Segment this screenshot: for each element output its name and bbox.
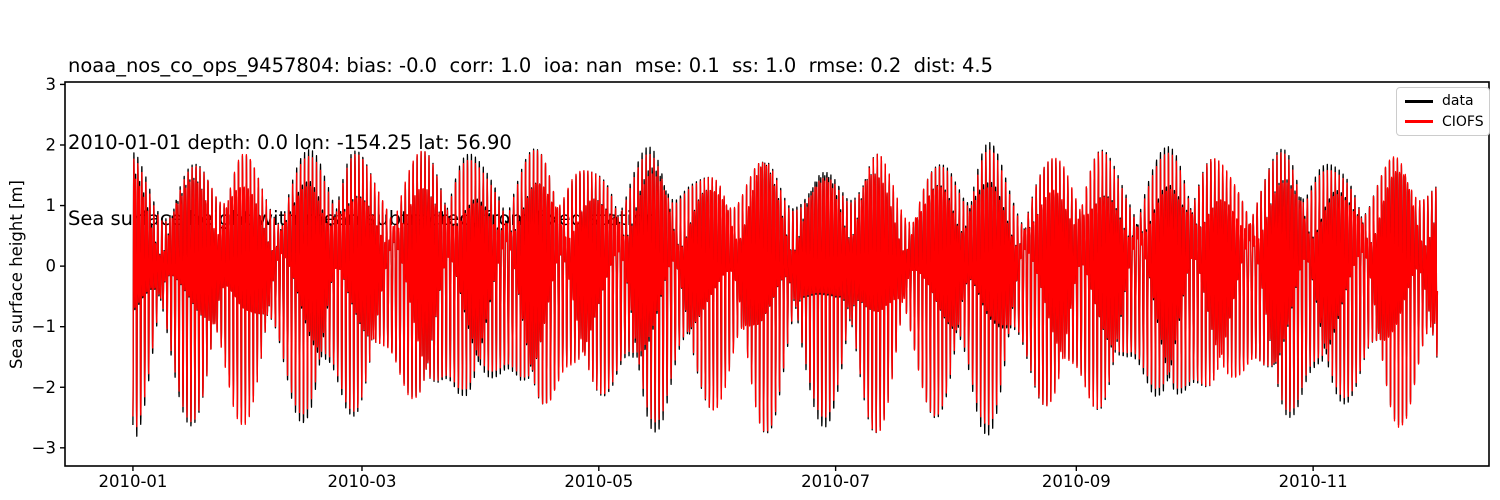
legend-label-data: data: [1442, 93, 1474, 110]
x-tick-label: 2010-07: [801, 472, 870, 491]
series-line-ciofs: [132, 149, 1439, 433]
x-tick-label: 2010-01: [98, 472, 167, 491]
title-meta-line: 2010-01-01 depth: 0.0 lon: -154.25 lat: …: [68, 130, 512, 154]
legend-item-ciofs: CIOFS: [1397, 115, 1489, 129]
title-stats-line: noaa_nos_co_ops_9457804: bias: -0.0 corr…: [68, 54, 994, 77]
y-tick-label: 0: [46, 257, 57, 276]
x-tick-label: 2010-09: [1042, 472, 1111, 491]
plot-frame: [64, 81, 1490, 467]
legend: data CIOFS: [1396, 87, 1490, 136]
y-tick-label: 1: [46, 196, 57, 215]
x-tick-label: 2010-03: [328, 472, 397, 491]
y-tick-label: −2: [32, 378, 56, 397]
legend-label-ciofs: CIOFS: [1442, 113, 1484, 130]
x-tick-label: 2010-05: [564, 472, 633, 491]
legend-item-data: data: [1397, 94, 1489, 108]
y-tick-label: 2: [46, 135, 57, 154]
x-tick-label: 2010-11: [1279, 472, 1348, 491]
y-tick-label: −1: [32, 317, 56, 336]
y-tick-label: 3: [46, 75, 57, 94]
data-line-sample-icon: [1405, 99, 1433, 103]
y-tick-label: −3: [32, 438, 56, 457]
ciofs-line-sample-icon: [1405, 120, 1433, 124]
